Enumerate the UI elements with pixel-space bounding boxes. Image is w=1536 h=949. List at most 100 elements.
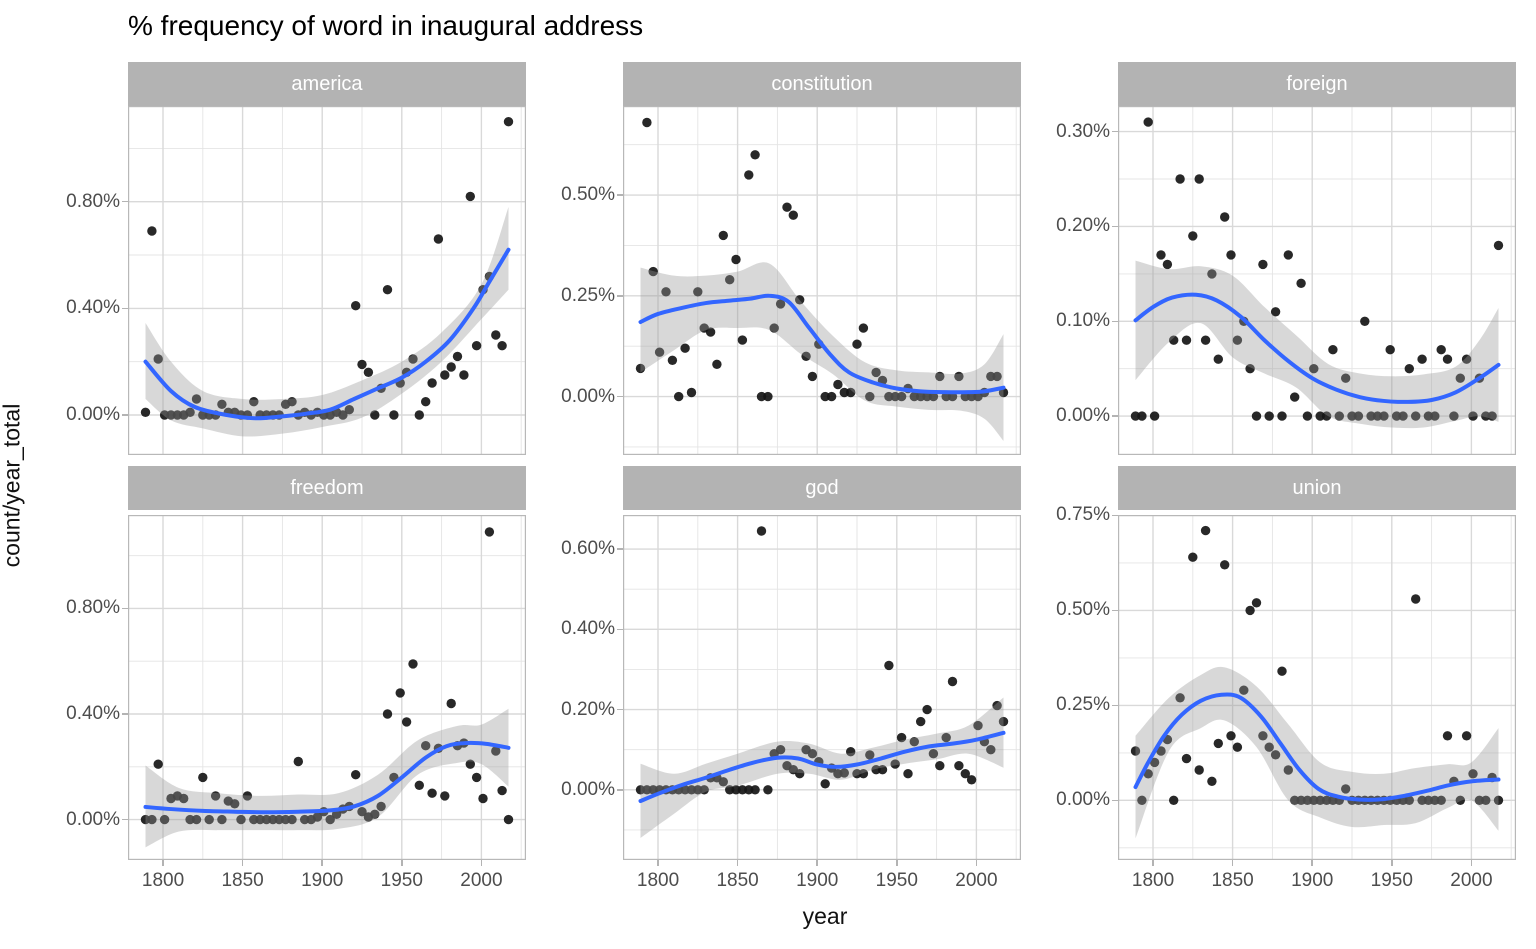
data-point: [986, 745, 996, 755]
data-point: [731, 254, 741, 265]
data-point: [287, 397, 297, 407]
data-point: [1149, 757, 1160, 768]
y-tick-mark: [122, 818, 128, 821]
panel-border: [1118, 106, 1516, 455]
x-tick-label: 2000: [460, 870, 503, 891]
data-point: [744, 170, 754, 180]
data-point: [363, 367, 374, 377]
x-tick-label: 1950: [380, 870, 423, 891]
data-point: [865, 391, 875, 402]
data-point: [421, 397, 431, 407]
data-point: [421, 741, 431, 751]
data-point: [1334, 411, 1344, 421]
x-tick-mark: [896, 860, 898, 866]
facet-strip-label: freedom: [290, 476, 364, 499]
data-point: [871, 367, 881, 378]
data-point: [1328, 345, 1338, 355]
data-point: [1309, 364, 1319, 374]
data-point: [452, 351, 463, 362]
data-point: [370, 809, 380, 819]
x-tick-mark: [401, 860, 403, 866]
facet-panel: [1118, 515, 1516, 860]
data-point: [1270, 750, 1281, 760]
data-point: [661, 287, 671, 297]
data-point: [648, 266, 658, 277]
y-tick-label: 0.00%: [66, 404, 120, 425]
data-point: [395, 688, 405, 698]
data-point: [1455, 795, 1465, 805]
data-point: [427, 788, 437, 798]
data-point: [1175, 693, 1185, 703]
x-tick-mark: [162, 860, 164, 866]
facet-panel: [128, 106, 526, 455]
data-point: [737, 335, 748, 345]
facet-strip: union: [1118, 466, 1516, 510]
data-point: [1194, 174, 1204, 184]
data-point: [491, 746, 501, 756]
data-point: [807, 371, 818, 382]
y-tick-mark: [1112, 320, 1118, 323]
data-point: [427, 378, 437, 388]
y-tick-label: 0.00%: [1056, 405, 1110, 427]
confidence-band: [640, 262, 1004, 441]
data-point: [382, 285, 393, 295]
data-point: [389, 410, 399, 420]
data-point: [1169, 335, 1179, 345]
data-point: [1137, 795, 1147, 805]
data-point: [1169, 795, 1179, 805]
facet-panel: [128, 515, 526, 860]
data-point: [1360, 316, 1370, 326]
data-point: [846, 387, 856, 398]
data-point: [1220, 560, 1230, 570]
smooth-line: [143, 247, 511, 421]
facet-strip-label: america: [291, 72, 363, 95]
x-tick-label: 2000: [955, 870, 998, 891]
data-point: [401, 717, 412, 727]
y-tick-label: 0.25%: [561, 284, 615, 306]
data-point: [153, 759, 163, 769]
data-point: [890, 759, 900, 769]
data-point: [414, 780, 424, 790]
y-tick-label: 0.80%: [66, 597, 120, 619]
data-point: [312, 812, 323, 822]
data-point: [877, 765, 888, 775]
data-point: [357, 807, 367, 817]
x-tick-mark: [1231, 860, 1234, 866]
data-point: [1430, 411, 1440, 421]
data-point: [725, 275, 735, 285]
facet-panel: [1118, 106, 1516, 455]
data-point: [654, 347, 665, 357]
data-point: [503, 814, 514, 825]
data-point: [635, 363, 646, 374]
panel-border: [1118, 515, 1516, 860]
data-point: [807, 749, 818, 759]
data-point: [852, 339, 862, 349]
data-point: [928, 749, 939, 759]
panel-border: [128, 515, 526, 860]
y-tick-mark: [122, 607, 128, 610]
data-point: [140, 407, 151, 417]
data-point: [1220, 212, 1230, 222]
y-tick-mark: [1112, 130, 1118, 133]
data-point: [217, 814, 227, 825]
data-point: [1264, 411, 1274, 421]
data-point: [954, 371, 964, 382]
x-tick-label: 1900: [301, 870, 344, 891]
data-point: [1379, 411, 1389, 421]
data-point: [1251, 411, 1262, 421]
facet-strip-label: god: [805, 476, 839, 499]
data-point: [896, 732, 907, 743]
y-tick-mark: [617, 194, 623, 196]
data-point: [1296, 278, 1306, 288]
data-point: [147, 814, 157, 825]
data-point: [1468, 411, 1478, 421]
data-point: [820, 779, 830, 789]
data-point: [357, 359, 367, 370]
data-point: [236, 814, 246, 825]
data-point: [667, 355, 678, 365]
data-point: [293, 756, 303, 767]
x-tick-label: 1800: [1131, 870, 1175, 891]
data-point: [1283, 250, 1293, 260]
data-point: [338, 410, 348, 420]
data-point: [414, 410, 424, 420]
